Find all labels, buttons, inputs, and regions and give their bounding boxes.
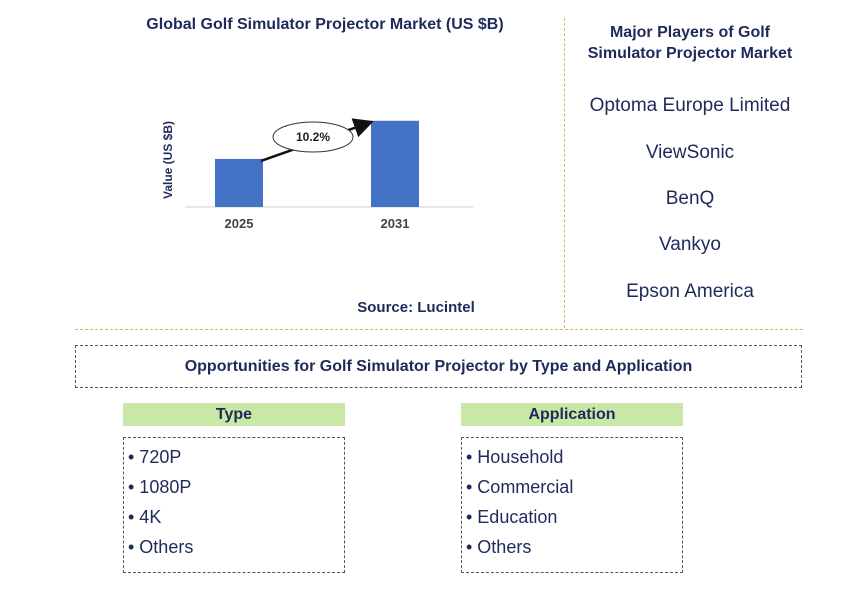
bar-2025 bbox=[215, 158, 263, 207]
player-optoma: Optoma Europe Limited bbox=[589, 95, 791, 116]
type-header: Type bbox=[123, 403, 345, 426]
application-list: • Household • Commercial • Education • O… bbox=[461, 437, 683, 573]
type-item-4k: • 4K bbox=[128, 507, 162, 527]
type-item-1080p: • 1080P bbox=[128, 477, 192, 497]
application-item-household: • Household bbox=[466, 447, 564, 467]
bar-chart: Value (US $B) 2025 2031 10.2% bbox=[161, 118, 473, 231]
application-item-education: • Education bbox=[466, 507, 558, 527]
players-title: Major Players of Golf Simulator Projecto… bbox=[587, 24, 793, 62]
vertical-divider bbox=[564, 18, 565, 328]
player-viewsonic: ViewSonic bbox=[645, 142, 735, 163]
type-list: • 720P • 1080P • 4K • Others bbox=[123, 437, 345, 573]
x-tick-2031: 2031 bbox=[381, 216, 410, 231]
player-epson: Epson America bbox=[626, 281, 754, 302]
application-item-commercial: • Commercial bbox=[466, 477, 574, 497]
type-item-720p: • 720P bbox=[128, 447, 182, 467]
opportunities-title: Opportunities for Golf Simulator Project… bbox=[75, 345, 802, 388]
application-item-others: • Others bbox=[466, 537, 532, 557]
horizontal-divider bbox=[75, 329, 803, 330]
x-tick-2025: 2025 bbox=[225, 216, 254, 231]
application-header: Application bbox=[461, 403, 683, 426]
bar-2031 bbox=[371, 120, 419, 207]
cagr-label: 10.2% bbox=[296, 130, 330, 144]
chart-title: Global Golf Simulator Projector Market (… bbox=[146, 16, 504, 33]
player-benq: BenQ bbox=[665, 188, 715, 209]
cagr-bubble bbox=[272, 121, 354, 153]
y-axis-label: Value (US $B) bbox=[161, 121, 175, 199]
player-vankyo: Vankyo bbox=[659, 234, 721, 255]
type-item-others: • Others bbox=[128, 537, 194, 557]
source-note: Source: Lucintel bbox=[357, 299, 475, 316]
